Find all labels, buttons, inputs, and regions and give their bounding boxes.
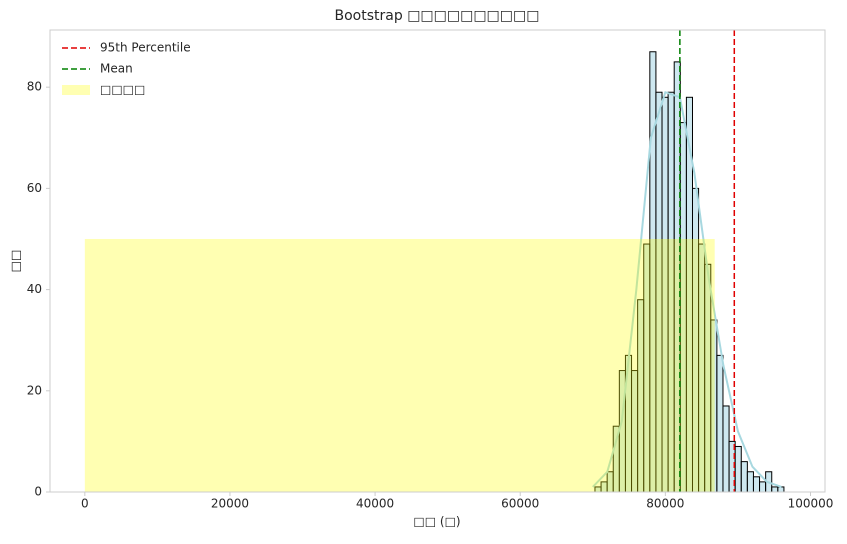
x-axis-label: □□ (□) bbox=[413, 515, 460, 529]
histogram-bar bbox=[759, 481, 767, 493]
histogram-bar bbox=[722, 405, 730, 493]
y-axis-label: □□ bbox=[9, 250, 23, 273]
kde-line bbox=[592, 90, 782, 488]
y-tick-label: 20 bbox=[27, 383, 42, 397]
histogram-bar bbox=[746, 471, 754, 493]
y-tick-label: 80 bbox=[27, 80, 42, 94]
shade-region bbox=[84, 238, 715, 492]
x-tick-label: 0 bbox=[81, 497, 89, 511]
legend-label: 95th Percentile bbox=[100, 41, 191, 55]
x-tick-label: 20000 bbox=[211, 497, 249, 511]
y-tick-label: 0 bbox=[34, 485, 42, 499]
histogram-bar bbox=[734, 445, 742, 493]
y-tick-label: 40 bbox=[27, 282, 42, 296]
histogram-bar bbox=[716, 354, 724, 493]
histogram-bar bbox=[771, 486, 779, 493]
legend-label: □□□□ bbox=[100, 83, 145, 97]
legend-swatch bbox=[62, 85, 90, 95]
legend-label: Mean bbox=[100, 62, 133, 76]
histogram-bar bbox=[740, 461, 748, 493]
plot-frame bbox=[49, 29, 826, 493]
histogram-bar bbox=[752, 476, 761, 493]
x-tick-label: 80000 bbox=[646, 497, 684, 511]
x-tick-label: 100000 bbox=[788, 497, 834, 511]
y-tick-label: 60 bbox=[27, 181, 42, 195]
x-tick-label: 60000 bbox=[501, 497, 539, 511]
x-tick-label: 40000 bbox=[356, 497, 394, 511]
chart-title: Bootstrap □□□□□□□□□□ bbox=[335, 8, 540, 24]
